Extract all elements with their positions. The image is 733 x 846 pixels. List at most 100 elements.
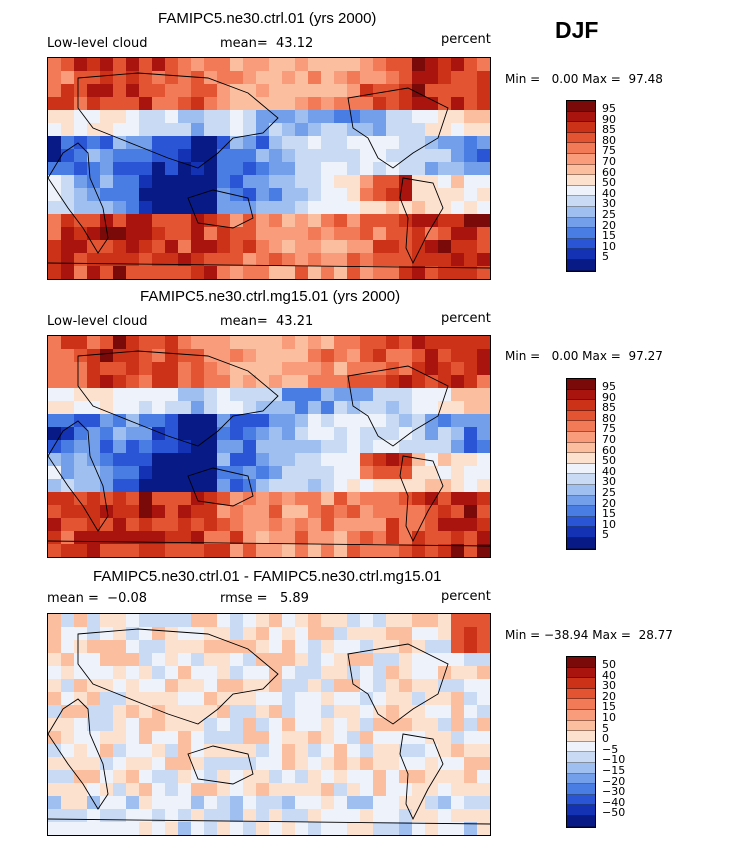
grid-cell (48, 614, 62, 628)
grid-cell (243, 653, 257, 667)
grid-cell (243, 362, 257, 376)
grid-cell (321, 336, 335, 350)
grid-cell (425, 809, 439, 823)
grid-cell (399, 440, 413, 454)
grid-cell (243, 58, 257, 72)
grid-cell (165, 149, 179, 163)
grid-cell (321, 440, 335, 454)
grid-cell (451, 149, 465, 163)
grid-cell (113, 466, 127, 480)
grid-cell (477, 110, 490, 124)
grid-cell (126, 136, 140, 150)
grid-cell (100, 388, 114, 402)
grid-cell (87, 770, 101, 784)
grid-cell (360, 414, 374, 428)
colorbar-swatch (567, 196, 595, 207)
grid-cell (373, 544, 387, 557)
grid-cell (100, 123, 114, 137)
grid-cell (373, 744, 387, 758)
grid-cell (464, 640, 478, 654)
grid-cell (87, 544, 101, 557)
grid-cell (152, 505, 166, 519)
grid-cell (412, 440, 426, 454)
colorbar-label: −40 (602, 795, 626, 809)
grid-cell (152, 227, 166, 241)
grid-cell (74, 401, 88, 415)
grid-cell (295, 627, 309, 641)
grid-cell (256, 84, 270, 98)
grid-cell (61, 388, 75, 402)
grid-cell (360, 58, 374, 72)
grid-cell (243, 809, 257, 823)
grid-cell (295, 809, 309, 823)
grid-cell (139, 136, 153, 150)
grid-cell (269, 71, 283, 85)
grid-cell (165, 640, 179, 654)
colorbar-swatch (567, 720, 595, 732)
grid-cell (178, 58, 192, 72)
grid-cell (61, 731, 75, 745)
colorbar-swatch (567, 495, 595, 507)
grid-cell (126, 188, 140, 202)
grid-cell (477, 705, 490, 719)
grid-cell (230, 253, 244, 267)
colorbar-label: 30 (602, 197, 616, 211)
grid-cell (464, 349, 478, 363)
grid-cell (269, 123, 283, 137)
grid-cell (217, 362, 231, 376)
grid-cell (269, 492, 283, 506)
grid-cell (295, 505, 309, 519)
grid-cell (347, 136, 361, 150)
grid-cell (282, 110, 296, 124)
grid-cell (74, 375, 88, 389)
grid-cell (282, 466, 296, 480)
grid-cell (100, 97, 114, 111)
grid-cell (48, 388, 62, 402)
grid-cell (399, 123, 413, 137)
grid-cell (295, 253, 309, 267)
grid-cell (217, 518, 231, 532)
grid-cell (243, 757, 257, 771)
grid-cell (256, 149, 270, 163)
grid-cell (113, 162, 127, 176)
grid-cell (113, 375, 127, 389)
grid-cell (217, 731, 231, 745)
grid-cell (217, 718, 231, 732)
grid-cell (386, 214, 400, 228)
colorbar-swatch (567, 175, 595, 186)
grid-cell (48, 796, 62, 810)
colorbar-label: 40 (602, 186, 616, 200)
grid-cell (334, 531, 348, 545)
grid-cell (230, 544, 244, 557)
grid-cell (48, 123, 62, 137)
grid-cell (438, 136, 452, 150)
grid-cell (243, 731, 257, 745)
grid-cell (139, 796, 153, 810)
colorbar-label: 10 (602, 711, 616, 724)
grid-cell (399, 705, 413, 719)
grid-cell (126, 162, 140, 176)
grid-cell (126, 614, 140, 628)
grid-cell (74, 822, 88, 835)
grid-cell (477, 718, 490, 732)
grid-cell (399, 453, 413, 467)
grid-cell (230, 227, 244, 241)
grid-cell (48, 453, 62, 467)
grid-cell (152, 71, 166, 85)
grid-cell (139, 809, 153, 823)
grid-cell (282, 796, 296, 810)
grid-cell (113, 757, 127, 771)
grid-cell (438, 227, 452, 241)
grid-cell (191, 640, 205, 654)
grid-cell (256, 375, 270, 389)
grid-cell (178, 84, 192, 98)
grid-cell (269, 84, 283, 98)
colorbar-label: 90 (602, 112, 616, 126)
grid-cell (100, 614, 114, 628)
grid-cell (204, 479, 218, 493)
grid-cell (464, 362, 478, 376)
grid-cell (191, 783, 205, 797)
colorbar-swatch (567, 132, 595, 144)
grid-cell (204, 453, 218, 467)
grid-cell (61, 783, 75, 797)
